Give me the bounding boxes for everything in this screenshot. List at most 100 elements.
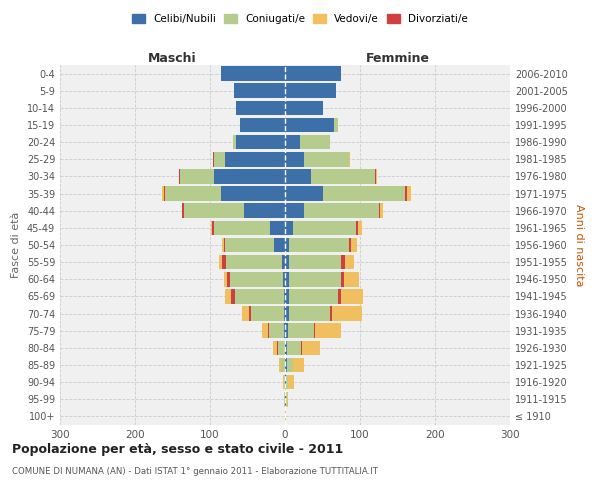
Bar — [277, 340, 285, 355]
Bar — [282, 255, 285, 270]
Bar — [221, 66, 285, 81]
Bar — [182, 204, 184, 218]
Bar — [223, 238, 225, 252]
Bar — [288, 375, 294, 390]
Text: COMUNE DI NUMANA (AN) - Dati ISTAT 1° gennaio 2011 - Elaborazione TUTTITALIA.IT: COMUNE DI NUMANA (AN) - Dati ISTAT 1° ge… — [12, 468, 378, 476]
Bar — [285, 204, 304, 218]
Bar — [285, 392, 286, 406]
Bar — [285, 238, 289, 252]
Bar — [285, 135, 300, 150]
Bar — [337, 289, 341, 304]
Y-axis label: Anni di nascita: Anni di nascita — [574, 204, 584, 286]
Bar — [285, 220, 293, 235]
Bar — [358, 220, 361, 235]
Legend: Celibi/Nubili, Coniugati/e, Vedovi/e, Divorziat​i/e: Celibi/Nubili, Coniugati/e, Vedovi/e, Di… — [128, 10, 472, 29]
Bar — [351, 238, 357, 252]
Bar — [285, 375, 286, 390]
Bar — [225, 238, 274, 252]
Bar — [288, 324, 314, 338]
Bar — [251, 306, 284, 321]
Bar — [345, 255, 354, 270]
Bar — [214, 169, 285, 184]
Bar — [180, 169, 214, 184]
Bar — [162, 186, 163, 201]
Bar — [285, 306, 289, 321]
Bar — [225, 289, 231, 304]
Text: Femmine: Femmine — [365, 52, 430, 65]
Bar — [241, 306, 249, 321]
Bar — [285, 409, 286, 424]
Bar — [285, 340, 287, 355]
Bar — [380, 204, 383, 218]
Bar — [304, 152, 349, 166]
Bar — [226, 255, 282, 270]
Bar — [405, 186, 407, 201]
Bar — [315, 324, 341, 338]
Bar — [179, 169, 180, 184]
Bar — [222, 255, 226, 270]
Bar — [341, 289, 363, 304]
Bar — [221, 186, 285, 201]
Bar — [268, 324, 269, 338]
Bar — [230, 272, 283, 286]
Bar — [285, 186, 323, 201]
Bar — [244, 204, 285, 218]
Bar — [285, 255, 289, 270]
Bar — [163, 186, 165, 201]
Bar — [311, 169, 375, 184]
Bar — [356, 220, 358, 235]
Bar — [214, 220, 270, 235]
Bar — [286, 392, 287, 406]
Bar — [301, 340, 302, 355]
Bar — [300, 135, 330, 150]
Bar — [283, 375, 284, 390]
Bar — [341, 255, 345, 270]
Bar — [285, 272, 289, 286]
Bar — [227, 272, 230, 286]
Bar — [234, 84, 285, 98]
Bar — [223, 272, 227, 286]
Bar — [286, 375, 288, 390]
Bar — [285, 169, 311, 184]
Y-axis label: Fasce di età: Fasce di età — [11, 212, 21, 278]
Bar — [285, 289, 289, 304]
Bar — [284, 375, 285, 390]
Bar — [284, 289, 285, 304]
Bar — [274, 238, 285, 252]
Bar — [287, 392, 288, 406]
Bar — [285, 152, 304, 166]
Bar — [407, 186, 411, 201]
Text: Popolazione per età, sesso e stato civile - 2011: Popolazione per età, sesso e stato civil… — [12, 442, 343, 456]
Bar — [334, 118, 337, 132]
Bar — [285, 84, 336, 98]
Bar — [165, 186, 221, 201]
Bar — [323, 186, 405, 201]
Bar — [289, 255, 341, 270]
Bar — [302, 340, 320, 355]
Bar — [287, 340, 301, 355]
Bar — [235, 289, 284, 304]
Bar — [331, 306, 361, 321]
Bar — [219, 255, 222, 270]
Bar — [376, 169, 377, 184]
Text: Maschi: Maschi — [148, 52, 197, 65]
Bar — [341, 272, 344, 286]
Bar — [211, 220, 212, 235]
Bar — [285, 100, 323, 115]
Bar — [225, 152, 285, 166]
Bar — [285, 324, 288, 338]
Bar — [330, 306, 331, 321]
Bar — [269, 324, 284, 338]
Bar — [289, 238, 349, 252]
Bar — [289, 289, 337, 304]
Bar — [283, 272, 285, 286]
Bar — [289, 272, 341, 286]
Bar — [375, 169, 376, 184]
Bar — [349, 238, 351, 252]
Bar — [281, 358, 285, 372]
Bar — [284, 392, 285, 406]
Bar — [222, 238, 223, 252]
Bar — [279, 358, 281, 372]
Bar — [293, 358, 304, 372]
Bar — [273, 340, 277, 355]
